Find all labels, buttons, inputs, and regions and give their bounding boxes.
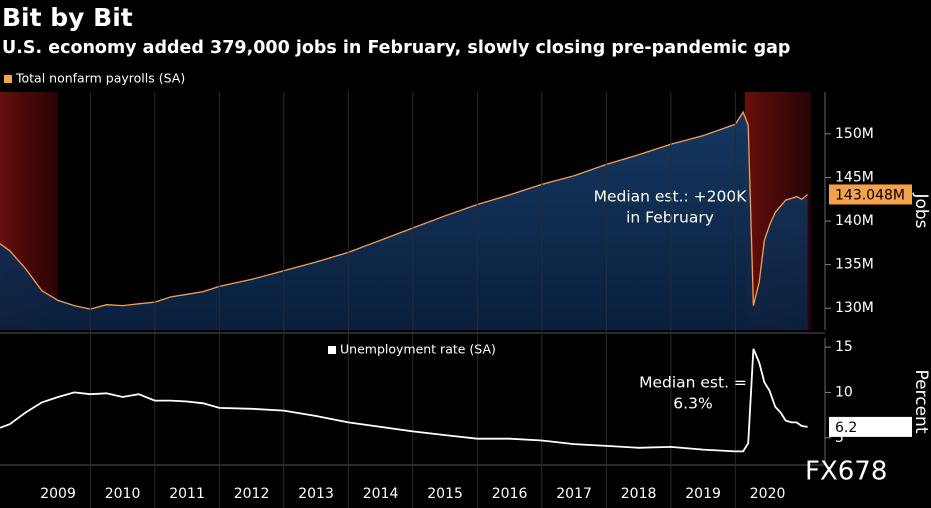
x-tick-label: 2014 xyxy=(363,486,399,502)
x-tick-label: 2017 xyxy=(556,486,592,502)
legend-swatch xyxy=(328,346,336,354)
subtitle: U.S. economy added 379,000 jobs in Febru… xyxy=(2,38,790,58)
annotation: Median est. = xyxy=(639,374,747,392)
x-tick-label: 2009 xyxy=(40,486,76,502)
x-tick-label: 2010 xyxy=(105,486,141,502)
last-value-box xyxy=(829,416,912,437)
watermark: FX678 xyxy=(805,457,887,487)
annotation: 6.3% xyxy=(673,395,712,413)
last-value-label: 143.048M xyxy=(835,187,905,203)
y-tick-label: 5 xyxy=(835,430,844,446)
title: Bit by Bit xyxy=(2,3,133,32)
y-tick-label: 130M xyxy=(835,300,874,316)
legend-label: Total nonfarm payrolls (SA) xyxy=(15,71,185,86)
y-tick-label: 150M xyxy=(835,126,874,142)
x-tick-label: 2018 xyxy=(621,486,657,502)
last-value-box xyxy=(829,184,912,205)
x-tick-label: 2019 xyxy=(685,486,721,502)
x-tick-label: 2011 xyxy=(169,486,205,502)
x-tick-label: 2020 xyxy=(750,486,786,502)
x-tick-label: 2015 xyxy=(427,486,463,502)
y-axis-label: Jobs xyxy=(911,192,931,228)
y-axis-label: Percent xyxy=(911,370,931,434)
y-tick-label: 10 xyxy=(835,384,853,400)
x-tick-label: 2012 xyxy=(234,486,270,502)
legend-label: Unemployment rate (SA) xyxy=(340,342,496,357)
x-tick-label: 2016 xyxy=(492,486,528,502)
y-tick-label: 145M xyxy=(835,169,874,185)
line xyxy=(0,110,809,310)
line xyxy=(0,348,808,453)
last-value-label: 6.2 xyxy=(835,420,857,436)
y-tick-label: 135M xyxy=(835,257,874,273)
x-tick-label: 2013 xyxy=(298,486,334,502)
annotation: in February xyxy=(626,209,714,227)
y-tick-label: 15 xyxy=(835,339,853,355)
y-tick-label: 140M xyxy=(835,213,874,229)
legend-swatch xyxy=(4,75,12,83)
area xyxy=(0,112,808,330)
